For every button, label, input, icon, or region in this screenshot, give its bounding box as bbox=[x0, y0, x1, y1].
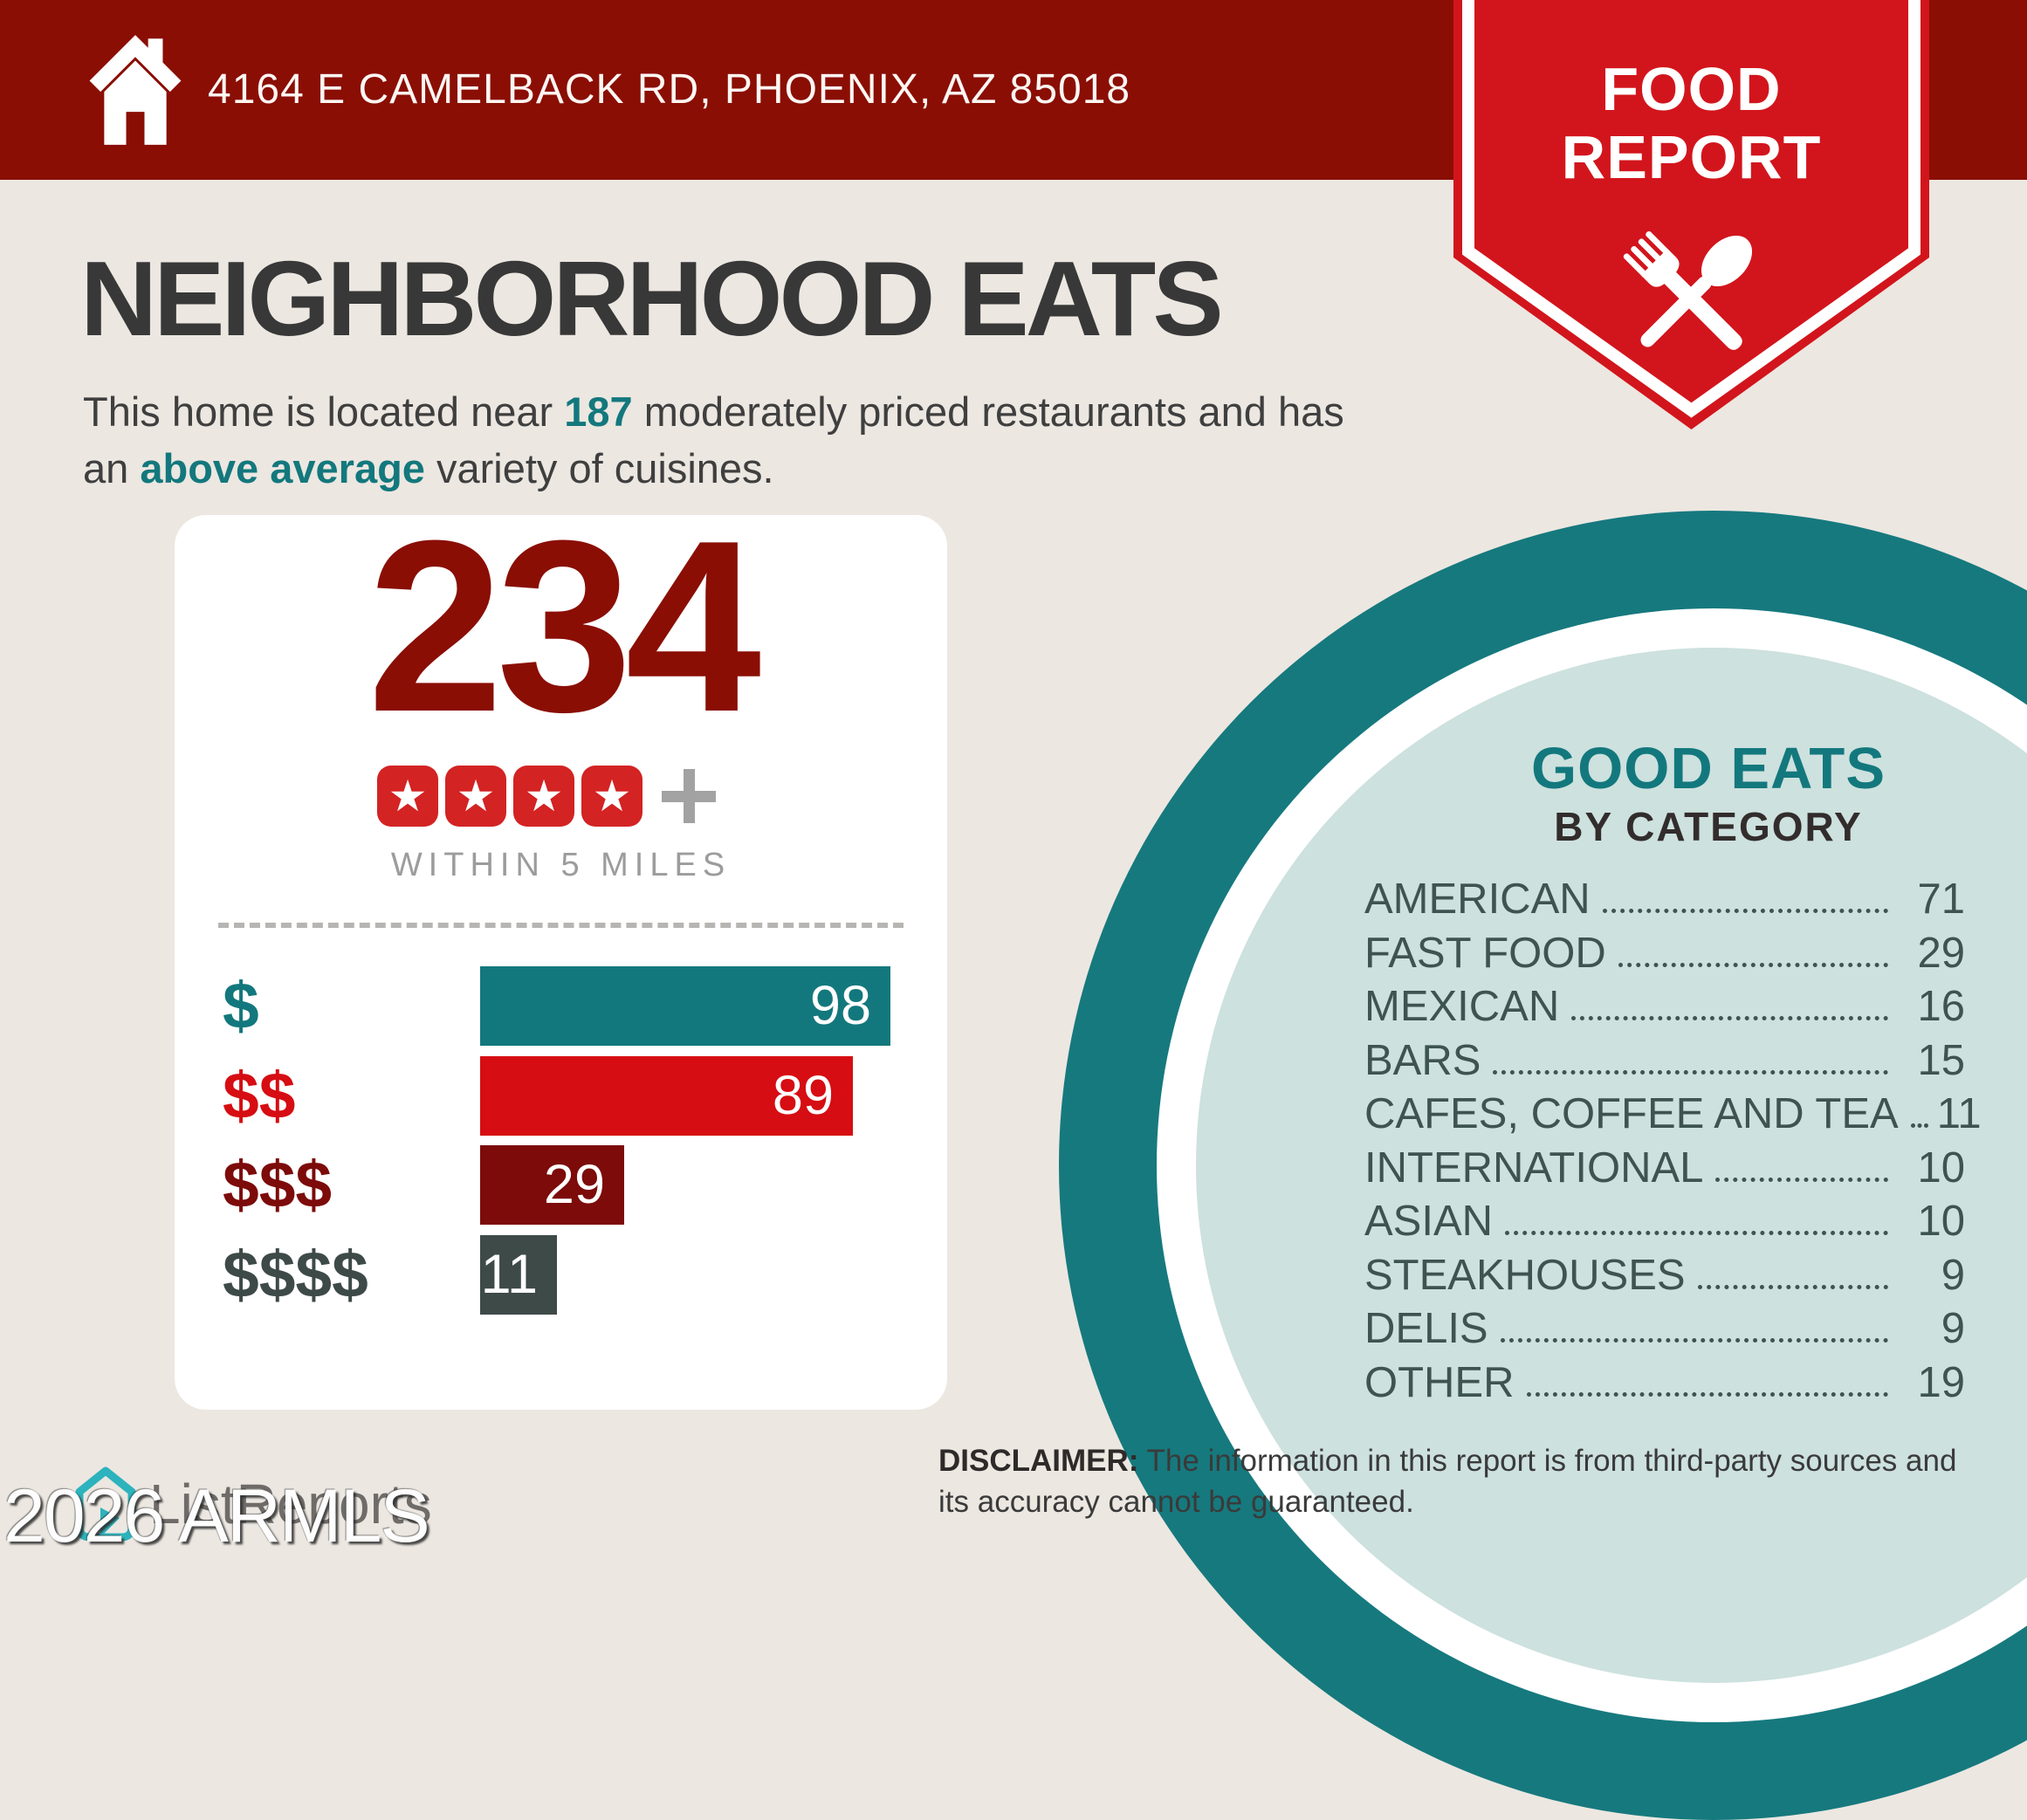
disclaimer: DISCLAIMER: The information in this repo… bbox=[938, 1444, 1957, 1520]
price-level-label: $$$$ bbox=[223, 1237, 368, 1311]
restaurant-summary-card: 234 ★ ★ ★ ★ WITHIN 5 MILES $98 $$ 89 $$$ 29 $$$$… bbox=[175, 505, 947, 1410]
category-row: FAST FOOD 29 bbox=[1364, 929, 1965, 983]
category-row: OTHER 19 bbox=[1364, 1358, 1965, 1412]
category-row: MEXICAN 16 bbox=[1364, 982, 1965, 1036]
category-value: 29 bbox=[1917, 929, 1965, 977]
category-label: INTERNATIONAL bbox=[1364, 1144, 1704, 1192]
food-report-badge: FOOD REPORT bbox=[1453, 0, 1929, 436]
variety-highlight: above average bbox=[140, 444, 425, 491]
disclaimer-label: DISCLAIMER: bbox=[938, 1444, 1139, 1478]
good-eats-title: GOOD EATS bbox=[1530, 736, 1886, 801]
page-subtitle: This home is located near 187 moderately… bbox=[83, 388, 1344, 491]
page-title: NEIGHBORHOOD EATS bbox=[80, 239, 1224, 358]
price-level-label: $ bbox=[223, 969, 259, 1042]
category-label: OTHER bbox=[1364, 1358, 1515, 1406]
dotted-leader bbox=[1500, 1338, 1888, 1343]
category-row: CAFES, COFFEE AND TEA 11 bbox=[1364, 1089, 1982, 1144]
utensils-icon bbox=[1623, 230, 1753, 350]
category-row: STEAKHOUSES 9 bbox=[1364, 1251, 1965, 1305]
badge-title-line1: FOOD bbox=[1601, 55, 1782, 123]
star-rating: ★ ★ ★ ★ bbox=[377, 766, 716, 827]
category-row: DELIS 9 bbox=[1364, 1304, 1965, 1358]
category-row: ASIAN 10 bbox=[1364, 1197, 1965, 1251]
category-value: 10 bbox=[1917, 1198, 1965, 1245]
listreports-logo: ListReports bbox=[74, 1456, 432, 1552]
category-label: AMERICAN bbox=[1364, 876, 1591, 923]
category-value: 19 bbox=[1917, 1358, 1965, 1406]
category-value: 11 bbox=[1936, 1090, 1982, 1137]
category-value: 15 bbox=[1917, 1036, 1965, 1084]
category-value: 9 bbox=[1941, 1305, 1965, 1352]
category-label: CAFES, COFFEE AND TEA bbox=[1364, 1090, 1899, 1137]
dotted-leader bbox=[1505, 1231, 1888, 1235]
dotted-leader bbox=[1571, 1016, 1888, 1020]
price-bar-row: $$$$ 11 bbox=[175, 1234, 947, 1315]
star-icon: ★ bbox=[581, 766, 642, 827]
listreports-house-icon bbox=[75, 1466, 136, 1542]
category-row: BARS 15 bbox=[1364, 1036, 1965, 1090]
category-label: BARS bbox=[1364, 1036, 1481, 1084]
category-row: AMERICAN 71 bbox=[1364, 875, 1965, 929]
good-eats-circle-background bbox=[1196, 648, 2027, 1683]
dotted-leader bbox=[1602, 909, 1888, 913]
price-level-label: $$ bbox=[223, 1058, 296, 1132]
category-label: MEXICAN bbox=[1364, 983, 1560, 1030]
dotted-leader bbox=[1526, 1391, 1888, 1397]
badge-ribbon-shape bbox=[1453, 0, 1929, 429]
dotted-leader bbox=[1715, 1177, 1888, 1182]
dotted-leader bbox=[1697, 1284, 1888, 1289]
price-bar: 89 bbox=[480, 1055, 853, 1136]
dotted-leader bbox=[1493, 1069, 1888, 1075]
category-value: 9 bbox=[1941, 1251, 1965, 1299]
category-value: 16 bbox=[1917, 983, 1965, 1030]
price-level-label: $$$ bbox=[223, 1148, 333, 1221]
category-label: FAST FOOD bbox=[1364, 929, 1606, 977]
star-icon: ★ bbox=[445, 766, 506, 827]
category-label: ASIAN bbox=[1364, 1198, 1494, 1245]
category-value: 10 bbox=[1917, 1144, 1965, 1192]
dotted-leader bbox=[1618, 962, 1888, 967]
dashed-divider bbox=[218, 923, 904, 928]
restaurant-count: 234 bbox=[367, 491, 761, 763]
category-row: INTERNATIONAL 10 bbox=[1364, 1144, 1965, 1198]
price-bar: 11 bbox=[480, 1234, 557, 1315]
price-bar-row: $$$ 29 bbox=[175, 1145, 947, 1225]
dotted-leader bbox=[1910, 1123, 1928, 1128]
price-bar-row: $$ 89 bbox=[175, 1055, 947, 1136]
category-label: STEAKHOUSES bbox=[1364, 1251, 1686, 1299]
star-icon: ★ bbox=[377, 766, 438, 827]
category-label: DELIS bbox=[1364, 1305, 1488, 1352]
within-miles-label: WITHIN 5 MILES bbox=[390, 847, 732, 883]
property-address: 4164 E CAMELBACK RD, PHOENIX, AZ 85018 bbox=[208, 66, 1131, 113]
category-value: 71 bbox=[1917, 876, 1965, 923]
price-bar: 29 bbox=[480, 1145, 624, 1225]
home-icon bbox=[89, 35, 182, 145]
good-eats-subtitle: BY CATEGORY bbox=[1554, 804, 1863, 849]
star-icon: ★ bbox=[513, 766, 574, 827]
price-bar: 98 bbox=[480, 966, 890, 1046]
category-list: AMERICAN 71 FAST FOOD 29 MEXICAN 16 BARS 15 CAFE… bbox=[1364, 875, 1982, 1412]
listreports-logo-text: ListReports bbox=[149, 1473, 432, 1535]
plus-icon bbox=[662, 769, 716, 823]
price-bar-row: $98 bbox=[175, 966, 947, 1046]
watermark: 2026 ARMLS bbox=[3, 1474, 430, 1558]
badge-title-line2: REPORT bbox=[1561, 123, 1822, 191]
restaurant-count-highlight: 187 bbox=[564, 388, 633, 435]
